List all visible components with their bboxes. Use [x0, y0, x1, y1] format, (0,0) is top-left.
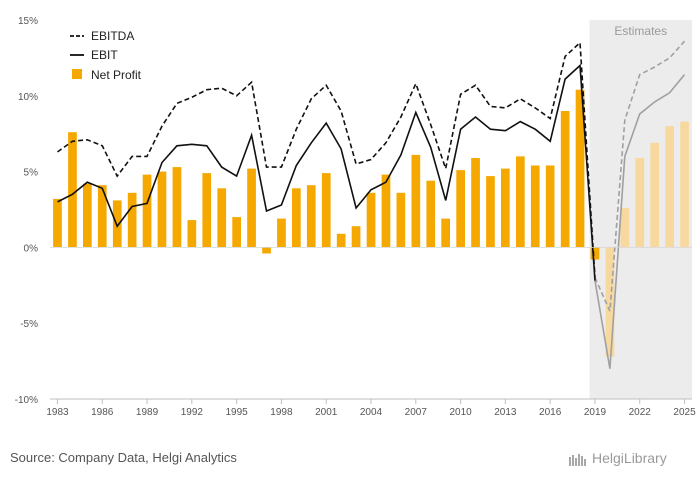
- net-profit-bar-2006: [396, 192, 406, 248]
- net-profit-bar-1994: [217, 188, 227, 248]
- x-tick-label: 1986: [91, 407, 114, 418]
- y-tick-label: -10%: [15, 395, 38, 406]
- net-profit-bar-1983: [53, 198, 62, 248]
- net-profit-bar-1992: [187, 220, 197, 248]
- x-tick-label: 2001: [315, 407, 338, 418]
- legend-label-net-profit: Net Profit: [91, 68, 142, 82]
- net-profit-bar-1984: [68, 132, 77, 248]
- x-tick-label: 2013: [494, 407, 517, 418]
- y-tick-label: -5%: [20, 319, 38, 330]
- net-profit-bar-2022: [635, 158, 645, 248]
- estimates-label: Estimates: [614, 24, 667, 38]
- y-tick-label: 0%: [24, 243, 39, 254]
- x-tick-label: 2010: [449, 407, 472, 418]
- ebit-line: [57, 63, 596, 281]
- ebitda-line: [57, 40, 596, 278]
- source-note: Source: Company Data, Helgi Analytics: [10, 450, 237, 465]
- net-profit-bar-2021: [620, 208, 630, 248]
- x-tick-label: 2025: [673, 407, 696, 418]
- x-tick-label: 2007: [405, 407, 428, 418]
- net-profit-bar-2001: [321, 173, 331, 248]
- x-tick-label: 2019: [584, 407, 607, 418]
- net-profit-bar-2020: [605, 247, 615, 357]
- net-profit-bar-2009: [441, 218, 450, 248]
- net-profit-bar-2012: [486, 176, 495, 248]
- net-profit-bar-2016: [545, 165, 555, 248]
- brand-name: HelgiLibrary: [592, 450, 667, 466]
- net-profit-bar-2015: [530, 165, 540, 248]
- net-profit-bar-2014: [516, 156, 525, 248]
- brand-logo: HelgiLibrary: [568, 448, 692, 470]
- net-profit-bar-1999: [292, 188, 301, 248]
- net-profit-bar-2004: [366, 192, 376, 248]
- net-profit-bar-2018: [575, 89, 585, 248]
- legend: EBITDA EBIT Net Profit: [70, 29, 142, 82]
- net-profit-bar-2011: [471, 158, 480, 248]
- net-profit-bar-2010: [456, 170, 465, 248]
- x-tick-label: 1983: [46, 407, 69, 418]
- net-profit-bar-1997: [262, 247, 271, 254]
- net-profit-bar-1988: [127, 192, 137, 248]
- axes: 15% 10% 5% 0% -5% -10% 1983 1986 1989 1992 1995 199…: [15, 16, 696, 418]
- net-profit-bar-1993: [202, 173, 212, 248]
- net-profit-bar-1986: [97, 185, 107, 248]
- net-profit-bar-1987: [112, 200, 122, 248]
- net-profit-bar-2013: [501, 168, 510, 248]
- net-profit-bars: [53, 89, 689, 357]
- legend-label-ebitda: EBITDA: [91, 29, 134, 43]
- net-profit-bar-2005: [381, 174, 391, 248]
- net-profit-bar-1996: [247, 168, 256, 248]
- x-tick-label: 2022: [629, 407, 652, 418]
- ebitda-estimate-line: [594, 40, 686, 312]
- net-profit-bar-1991: [172, 167, 182, 248]
- net-profit-bar-2008: [426, 180, 436, 248]
- net-profit-bar-1995: [232, 217, 241, 248]
- net-profit-bar-2023: [650, 142, 659, 248]
- y-tick-label: 5%: [24, 168, 39, 179]
- net-profit-bar-1990: [157, 171, 167, 248]
- legend-label-ebit: EBIT: [91, 48, 118, 62]
- y-tick-label: 10%: [18, 92, 38, 103]
- x-tick-label: 1992: [181, 407, 204, 418]
- x-tick-label: 1995: [226, 407, 249, 418]
- net-profit-bar-2007: [411, 154, 421, 248]
- net-profit-bar-2003: [351, 226, 361, 248]
- net-profit-bar-1985: [83, 183, 92, 248]
- legend-swatch-net-profit: [72, 69, 82, 79]
- net-profit-bar-2017: [560, 111, 570, 248]
- net-profit-bar-2024: [665, 126, 674, 248]
- x-tick-label: 1998: [270, 407, 293, 418]
- net-profit-bar-2002: [336, 233, 346, 248]
- ebit-estimate-line: [594, 74, 686, 369]
- x-tick-label: 2004: [360, 407, 383, 418]
- x-tick-label: 2016: [539, 407, 562, 418]
- net-profit-bar-2025: [680, 121, 689, 248]
- net-profit-bar-1989: [142, 174, 152, 248]
- net-profit-bar-2019: [590, 247, 600, 260]
- library-icon: [569, 454, 586, 466]
- y-tick-label: 15%: [18, 16, 38, 27]
- x-tick-label: 1989: [136, 407, 159, 418]
- net-profit-bar-2000: [306, 185, 316, 248]
- net-profit-bar-1998: [277, 218, 286, 248]
- line-series: [57, 40, 686, 369]
